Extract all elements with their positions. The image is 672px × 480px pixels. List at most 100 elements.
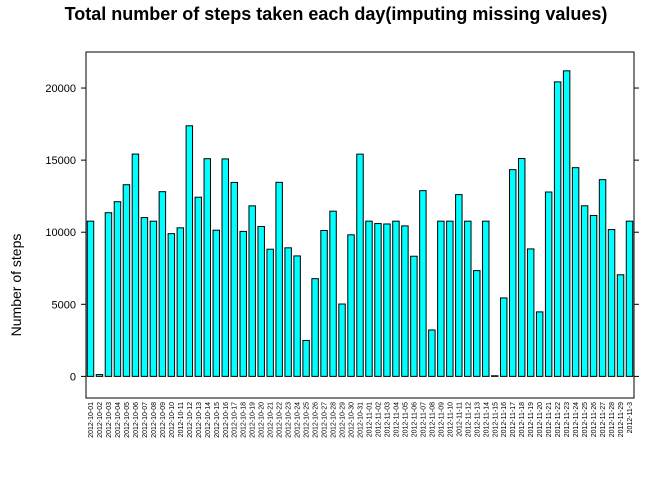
x-tick-label-2012-10-14: 2012-10-14 [205,402,212,438]
bar-2012-11-25 [580,205,589,377]
y-tick-label-20000: 20000 [45,83,76,95]
x-tick-label-2012-11-18: 2012-11-18 [519,402,526,437]
bar-2012-11-09 [437,220,445,377]
bar-2012-10-17 [230,181,238,377]
bar-2012-10-03 [104,212,113,377]
x-tick-label-2012-10-30: 2012-10-30 [349,402,356,438]
x-tick-label-2012-10-31: 2012-10-31 [358,402,365,438]
bar-2012-11-16 [500,297,508,377]
bar-2012-10-22 [275,181,283,377]
bar-2012-11-02 [374,223,382,377]
x-tick-label-2012-11-02: 2012-11-02 [375,402,382,437]
x-tick-label-2012-10-02: 2012-10-02 [97,402,104,438]
bar-2012-10-29 [338,303,346,377]
bar-2012-11-20 [535,311,544,377]
bar-2012-11-29 [616,274,625,377]
bar-2012-10-13 [194,196,203,377]
x-tick-label-2012-11-15: 2012-11-15 [492,402,499,437]
x-tick-label-2012-11-10: 2012-11-10 [447,402,454,437]
bar-2012-11-3 [625,220,634,377]
bar-2012-11-06 [410,255,418,377]
bar-2012-11-14 [482,220,490,377]
bar-2012-11-28 [607,229,616,377]
bar-2012-10-06 [131,153,140,377]
x-tick-label-2012-10-21: 2012-10-21 [268,402,275,438]
bar-2012-10-26 [311,278,319,377]
bar-2012-10-11 [176,227,185,377]
x-tick-label-2012-10-27: 2012-10-27 [322,402,329,438]
x-tick-label-2012-11-08: 2012-11-08 [429,402,436,437]
bar-2012-11-27 [598,179,607,377]
x-tick-label-2012-11-06: 2012-11-06 [411,402,418,437]
bar-2012-11-15 [491,375,499,377]
bar-2012-10-30 [347,234,355,377]
bar-2012-10-23 [284,247,292,377]
bar-2012-11-11 [455,194,463,377]
x-tick-label-2012-10-22: 2012-10-22 [277,402,284,438]
x-tick-label-2012-10-09: 2012-10-09 [160,402,167,438]
x-tick-label-2012-11-20: 2012-11-20 [537,402,544,437]
bar-2012-11-21 [544,191,553,377]
bar-2012-11-19 [526,248,535,377]
x-tick-label-2012-11-12: 2012-11-12 [465,402,472,437]
x-tick-label-2012-10-10: 2012-10-10 [169,402,176,438]
x-tick-label-2012-10-06: 2012-10-06 [133,402,140,438]
x-tick-label-2012-11-25: 2012-11-25 [582,402,589,437]
x-tick-label-2012-10-16: 2012-10-16 [223,402,230,438]
x-tick-label-2012-10-25: 2012-10-25 [304,402,311,438]
bar-2012-10-25 [302,339,310,377]
y-tick-label-0: 0 [70,371,76,383]
x-tick-label-2012-11-28: 2012-11-28 [609,402,616,437]
bar-2012-10-02 [95,374,104,377]
bar-2012-10-24 [293,255,301,377]
x-tick-label-2012-10-03: 2012-10-03 [106,402,113,438]
bar-2012-11-22 [553,81,562,377]
x-tick-label-2012-11-21: 2012-11-21 [546,402,553,437]
x-tick-label-2012-11-19: 2012-11-19 [528,402,535,437]
x-tick-label-2012-11-16: 2012-11-16 [501,402,508,437]
bar-2012-10-15 [212,229,220,377]
x-tick-label-2012-11-22: 2012-11-22 [555,402,562,437]
x-tick-label-2012-10-24: 2012-10-24 [295,402,302,438]
x-tick-label-2012-10-28: 2012-10-28 [331,402,338,438]
x-tick-label-2012-10-08: 2012-10-08 [151,402,158,438]
bar-2012-10-04 [113,201,122,377]
x-tick-label-2012-10-18: 2012-10-18 [241,402,248,438]
x-tick-label-2012-11-05: 2012-11-05 [402,402,409,437]
x-tick-label-2012-10-15: 2012-10-15 [214,402,221,438]
bar-2012-11-03 [383,223,391,377]
bar-2012-11-04 [392,220,400,377]
x-tick-label-2012-10-20: 2012-10-20 [259,402,266,438]
bar-2012-11-24 [571,167,580,377]
x-tick-label-2012-10-04: 2012-10-04 [115,402,122,438]
x-tick-label-2012-10-11: 2012-10-11 [178,402,185,437]
plot-frame [85,51,635,399]
bar-2012-11-13 [473,270,481,377]
bar-2012-10-16 [221,158,229,377]
bar-2012-10-31 [356,153,364,377]
x-tick-label-2012-10-01: 2012-10-01 [88,402,95,438]
y-tick-label-5000: 5000 [52,299,76,311]
bar-2012-10-27 [320,229,328,377]
bar-2012-10-05 [122,184,131,377]
bar-2012-10-12 [185,125,194,377]
bar-2012-10-10 [167,233,176,377]
x-tick-label-2012-10-07: 2012-10-07 [142,402,149,438]
bar-2012-11-05 [401,225,409,377]
bar-2012-11-17 [508,169,517,377]
bar-2012-10-18 [239,230,247,377]
x-tick-label-2012-11-11: 2012-11-11 [456,402,463,437]
bar-2012-11-07 [419,190,427,377]
x-tick-label-2012-11-17: 2012-11-17 [510,402,517,437]
bar-2012-10-07 [140,217,149,377]
bar-2012-10-19 [248,205,256,377]
bar-2012-10-01 [86,220,95,377]
chart-title: Total number of steps taken each day(imp… [64,4,608,24]
x-tick-label-2012-11-04: 2012-11-04 [393,402,400,437]
bar-2012-11-10 [446,220,454,377]
bar-2012-11-23 [562,70,571,377]
x-tick-label-2012-10-23: 2012-10-23 [286,402,293,438]
bar-2012-11-26 [589,214,598,377]
bar-2012-10-21 [266,248,274,377]
